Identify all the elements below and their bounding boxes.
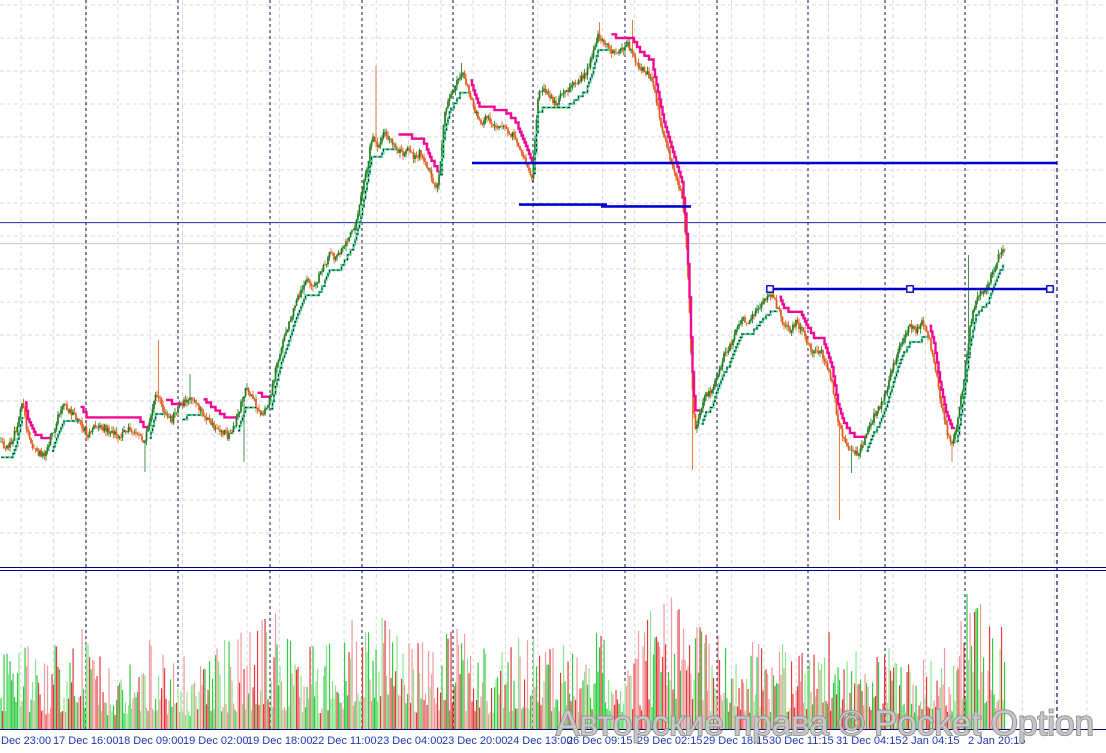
- time-label: 30 Dec 11:15: [769, 735, 834, 747]
- candlesticks: [0, 20, 1006, 520]
- static-lines: [0, 222, 1106, 245]
- time-label: 18 Dec 09:00: [118, 735, 184, 747]
- trendline-handle[interactable]: [906, 285, 914, 293]
- trendline-handle[interactable]: [1046, 285, 1054, 293]
- time-label: 29 Dec 02:15: [637, 735, 703, 747]
- time-label: 19 Dec 02:00: [183, 735, 249, 747]
- gridlines: [0, 0, 1106, 730]
- watermark: Авторские права © Pocket Option: [555, 703, 1095, 744]
- time-label: 22 Dec 11:00: [312, 735, 377, 747]
- time-label: 19 Dec 18:00: [247, 735, 313, 747]
- time-label: 17 Dec 16:00: [53, 735, 119, 747]
- volume-histogram: [0, 593, 1006, 730]
- horizontal-line-objects: [472, 161, 1057, 208]
- time-label: 31 Dec 04:15: [836, 735, 902, 747]
- pane-borders[interactable]: [0, 567, 1106, 730]
- time-label: Dec 23:00: [1, 735, 52, 747]
- trend-trail-indicator: [1, 33, 1005, 459]
- time-label: 29 Dec 18:15: [703, 735, 769, 747]
- time-label: 2 Jan 04:15: [902, 735, 960, 747]
- day-separators: [85, 0, 1058, 730]
- time-label: 23 Dec 04:00: [377, 735, 443, 747]
- time-label: 2 Jan 20:15: [968, 735, 1026, 747]
- selected-trendline: [766, 285, 1054, 293]
- trendline-handle[interactable]: [766, 285, 774, 293]
- time-label: 23 Dec 20:00: [442, 735, 508, 747]
- time-label: 26 Dec 09:15: [567, 735, 633, 747]
- time-axis: Dec 23:00 17 Dec 16:00 18 Dec 09:00 19 Dec …: [0, 733, 1106, 753]
- time-label: 24 Dec 13:00: [507, 735, 573, 747]
